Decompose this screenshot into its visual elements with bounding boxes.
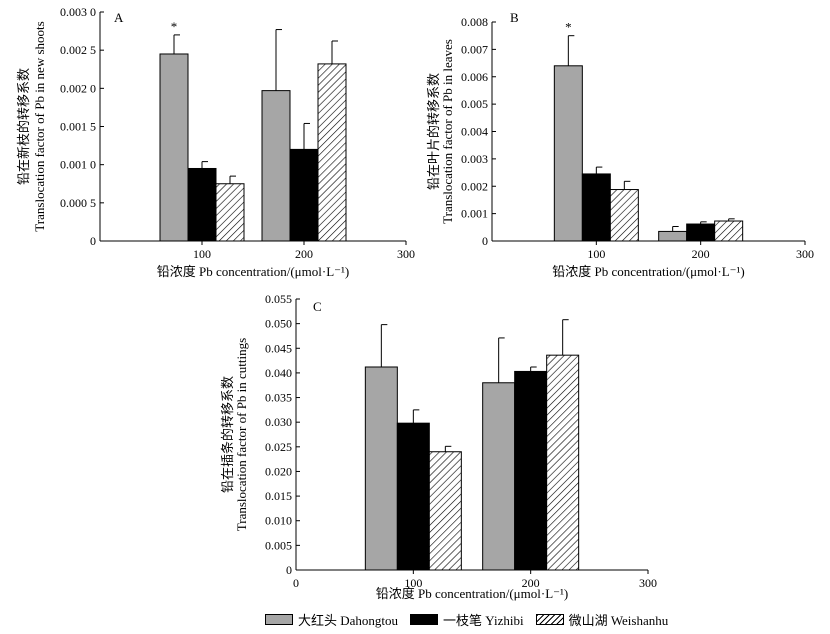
y-axis-label-en: Translocation factor of Pb in leaves [440,39,455,224]
y-tick-label: 0.003 0 [60,5,96,19]
y-tick-label: 0.030 [265,415,292,429]
y-tick-label: 0.040 [265,366,292,380]
x-tick-label: 0 [293,576,299,590]
bar [581,173,611,242]
x-tick-label: 200 [692,247,710,261]
y-tick-label: 0 [90,234,96,248]
bar [609,189,639,242]
y-axis-label-en: Translocation factor of Pb in new shoots [32,21,47,231]
x-axis-label: 铅浓度 Pb concentration/(μmol·L⁻¹) [552,264,744,279]
bar [482,382,516,571]
x-tick-label: 100 [193,247,211,261]
bar [686,223,716,242]
panel-label: C [313,299,322,314]
legend-item-yizhibi: 一枝笔 Yizhibi [410,610,524,629]
y-axis-label-cn: 铅在插条的转移系数 [220,376,235,493]
legend-label: 一枝笔 Yizhibi [443,612,524,628]
bar [364,366,398,571]
bar [159,53,189,242]
y-tick-label: 0.002 0 [60,81,96,95]
legend: 大红头 Dahongtou 一枝笔 Yizhibi 微山湖 Weishanhu [265,609,680,629]
bar [658,230,688,242]
x-tick-label: 300 [796,247,814,261]
bar [261,90,291,242]
y-tick-label: 0.045 [265,341,292,355]
y-tick-label: 0.035 [265,391,292,405]
y-tick-label: 0.002 [461,179,488,193]
bar [396,422,430,571]
y-axis-label-cn: 铅在叶片的转移系数 [426,73,441,190]
legend-swatch-hatch [535,613,564,625]
legend-label: 微山湖 Weishanhu [568,612,669,628]
legend-item-dahongtou: 大红头 Dahongtou [265,610,398,629]
bar [553,65,583,242]
y-tick-label: 0.010 [265,514,292,528]
bar [514,370,548,571]
bar [317,63,347,242]
y-tick-label: 0.001 [461,207,488,221]
y-tick-label: 0.002 5 [60,43,96,57]
significance-mark: * [171,19,178,34]
y-tick-label: 0.004 [461,125,488,139]
y-tick-label: 0.008 [461,15,488,29]
bar [714,220,744,242]
x-tick-label: 300 [397,247,415,261]
y-tick-label: 0.055 [265,292,292,306]
bar [289,148,319,242]
legend-swatch-gray [265,613,293,625]
y-tick-label: 0.001 0 [60,158,96,172]
y-tick-label: 0.050 [265,317,292,331]
legend-item-weishanhu: 微山湖 Weishanhu [535,610,669,629]
y-tick-label: 0.001 5 [60,120,96,134]
bar [215,183,245,242]
bar [546,354,580,571]
y-tick-label: 0.020 [265,464,292,478]
panel-label: A [114,10,124,25]
y-tick-label: 0.007 [461,42,488,56]
x-axis-label: 铅浓度 Pb concentration/(μmol·L⁻¹) [376,586,568,601]
significance-mark: * [565,20,572,35]
x-axis-label: 铅浓度 Pb concentration/(μmol·L⁻¹) [157,264,349,279]
x-tick-label: 100 [404,576,422,590]
y-axis-label-cn: 铅在新枝的转移系数 [16,68,31,185]
x-tick-label: 100 [587,247,605,261]
legend-label: 大红头 Dahongtou [298,612,399,628]
y-tick-label: 0.005 [265,538,292,552]
y-tick-label: 0.006 [461,70,488,84]
bar [187,167,217,242]
bar [428,451,462,571]
y-tick-label: 0 [286,563,292,577]
y-tick-label: 0.000 5 [60,196,96,210]
y-tick-label: 0.005 [461,97,488,111]
x-tick-label: 200 [295,247,313,261]
y-tick-label: 0.025 [265,440,292,454]
panel-label: B [510,10,519,25]
y-tick-label: 0.003 [461,152,488,166]
legend-swatch-black [410,613,439,625]
y-tick-label: 0 [482,234,488,248]
x-tick-label: 200 [522,576,540,590]
y-tick-label: 0.015 [265,489,292,503]
y-axis-label-en: Translocation factor of Pb in cuttings [234,338,249,531]
x-tick-label: 300 [639,576,657,590]
